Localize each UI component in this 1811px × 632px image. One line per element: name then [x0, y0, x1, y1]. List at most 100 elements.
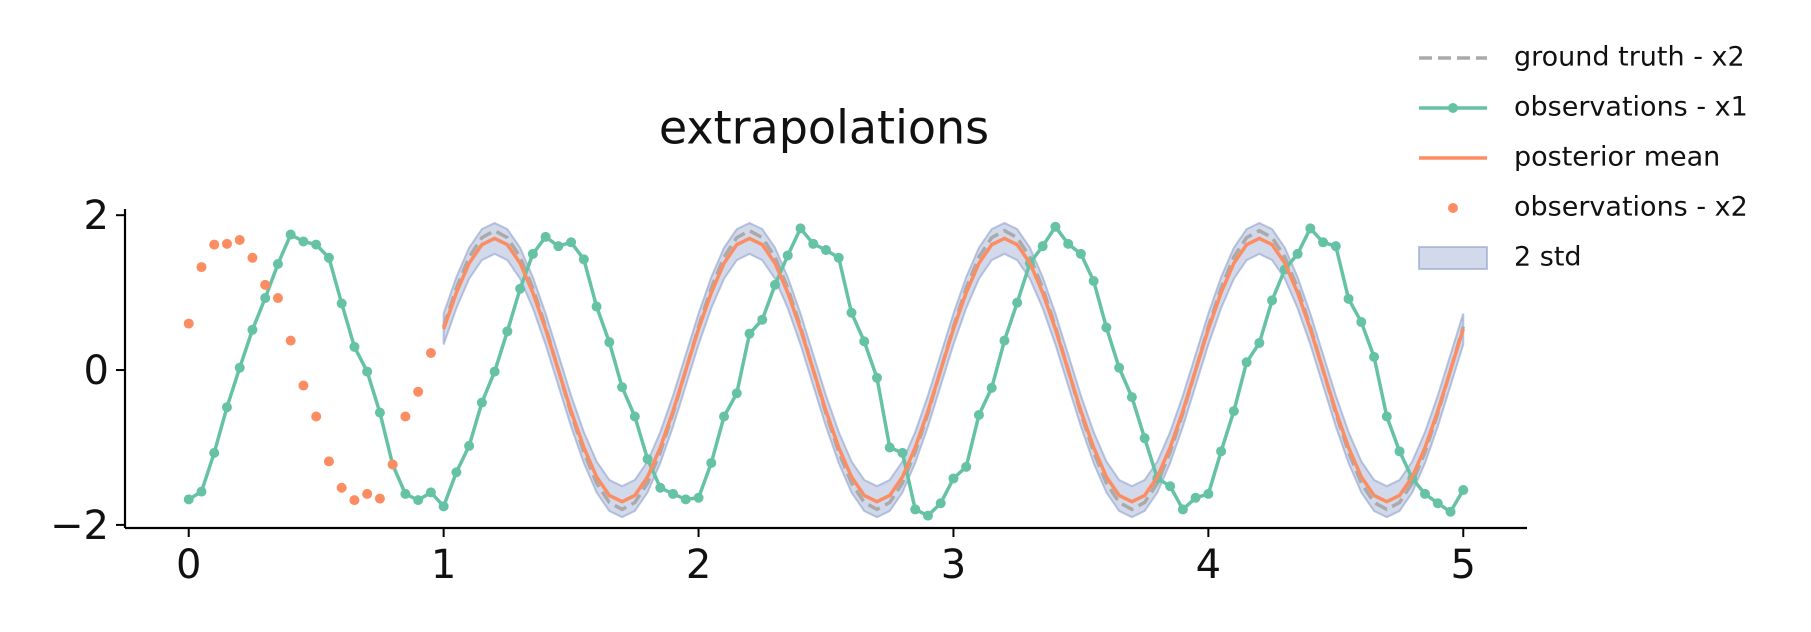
- point: [183, 318, 194, 329]
- point: [323, 456, 334, 467]
- point: [196, 486, 207, 497]
- point: [515, 283, 526, 294]
- point: [285, 229, 296, 240]
- point: [298, 380, 309, 391]
- point: [336, 298, 347, 309]
- point: [400, 411, 411, 422]
- point: [298, 236, 309, 247]
- point: [1381, 411, 1392, 422]
- x-tick-label: 0: [176, 542, 201, 588]
- point: [349, 495, 360, 506]
- point: [1343, 293, 1354, 304]
- point: [719, 411, 730, 422]
- point: [1305, 223, 1316, 234]
- point: [1114, 362, 1125, 373]
- point: [986, 382, 997, 393]
- point: [1088, 276, 1099, 287]
- point: [1126, 392, 1137, 403]
- x-tick-label: 3: [941, 542, 966, 588]
- y-tick-label: 0: [84, 348, 109, 394]
- point: [1075, 248, 1086, 259]
- point: [1267, 295, 1278, 306]
- point: [999, 335, 1010, 346]
- point: [757, 314, 768, 325]
- point: [502, 326, 513, 337]
- point: [553, 241, 564, 252]
- point: [1318, 237, 1329, 248]
- point: [374, 493, 385, 504]
- point: [782, 250, 793, 261]
- point: [693, 492, 704, 503]
- point: [1190, 492, 1201, 503]
- point: [272, 258, 283, 269]
- point: [234, 234, 245, 245]
- point: [910, 504, 921, 515]
- point: [1356, 317, 1367, 328]
- point: [413, 386, 424, 397]
- point: [1050, 221, 1061, 232]
- point: [642, 454, 653, 465]
- legend-label: 2 std: [1514, 242, 1582, 273]
- point: [744, 328, 755, 339]
- point: [285, 335, 296, 346]
- point: [808, 238, 819, 249]
- point: [209, 239, 220, 250]
- point: [706, 457, 717, 468]
- point: [604, 337, 615, 348]
- point: [260, 279, 271, 290]
- point: [1241, 357, 1252, 368]
- legend-swatch: [1448, 103, 1458, 113]
- x-tick-label: 5: [1451, 542, 1476, 588]
- std-band: [442, 221, 1465, 519]
- y-tick-label: −2: [50, 503, 109, 549]
- point: [1432, 498, 1443, 509]
- point: [387, 459, 398, 470]
- point: [323, 252, 334, 263]
- point: [489, 366, 500, 377]
- point: [247, 252, 258, 263]
- point: [221, 238, 232, 249]
- point: [400, 488, 411, 499]
- point: [1369, 351, 1380, 362]
- point: [272, 293, 283, 304]
- point: [196, 262, 207, 273]
- chart-title: extrapolations: [659, 101, 989, 155]
- point: [374, 407, 385, 418]
- legend-label: ground truth - x2: [1514, 42, 1745, 73]
- point: [961, 461, 972, 472]
- point: [655, 482, 666, 493]
- point: [629, 411, 640, 422]
- point: [1101, 322, 1112, 333]
- point: [935, 498, 946, 509]
- point: [617, 382, 628, 393]
- point: [566, 237, 577, 248]
- point: [362, 488, 373, 499]
- point: [1037, 241, 1048, 252]
- point: [311, 411, 322, 422]
- point: [464, 440, 475, 451]
- legend-swatch: [1418, 246, 1488, 270]
- point: [591, 301, 602, 312]
- point: [1177, 504, 1188, 515]
- x-tick-label: 2: [686, 542, 711, 588]
- point: [922, 510, 933, 521]
- point: [1063, 238, 1074, 249]
- point: [451, 467, 462, 478]
- point: [1203, 488, 1214, 499]
- x-tick-label: 4: [1196, 542, 1221, 588]
- point: [260, 293, 271, 304]
- point: [680, 494, 691, 505]
- point: [1012, 297, 1023, 308]
- point: [336, 482, 347, 493]
- legend-label: observations - x1: [1514, 92, 1748, 123]
- point: [668, 488, 679, 499]
- legend-label: posterior mean: [1514, 142, 1720, 173]
- legend-label: observations - x2: [1514, 192, 1748, 223]
- point: [362, 366, 373, 377]
- point: [438, 501, 449, 512]
- point: [795, 223, 806, 234]
- point: [1216, 446, 1227, 457]
- point: [884, 442, 895, 453]
